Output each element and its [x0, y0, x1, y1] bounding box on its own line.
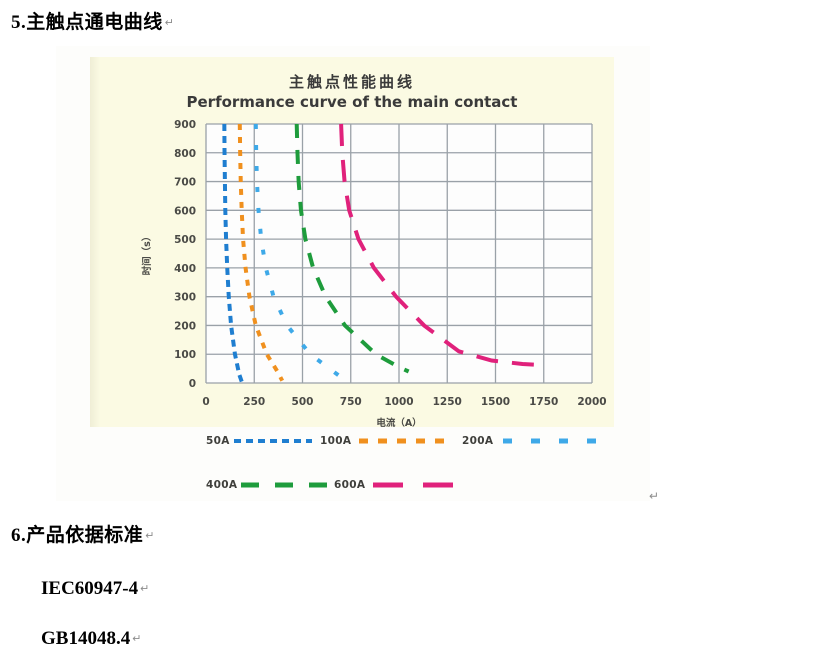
- legend-label-50a: 50A: [206, 435, 230, 447]
- y-tick-300: 300: [174, 292, 196, 304]
- x-tick-1000: 1000: [384, 396, 413, 408]
- legend-item-400a: 400A: [206, 474, 330, 496]
- performance-curve-plot: 0 100 200 300 400 500 600 700 800 900 0 250 500 750 1…: [141, 119, 607, 427]
- y-axis-title: 时间（s）: [141, 232, 153, 276]
- legend-row-top: 50A 100A 200A: [90, 430, 614, 452]
- section-5-number: 5.: [11, 12, 27, 33]
- section-5-heading: 5.主触点通电曲线 ↵: [11, 7, 174, 34]
- x-tick-1750: 1750: [529, 396, 558, 408]
- y-tick-100: 100: [174, 349, 196, 361]
- section-6-number: 6.: [11, 525, 27, 546]
- paragraph-mark: ↵: [132, 633, 142, 645]
- paragraph-mark: ↵: [140, 583, 150, 595]
- x-tick-250: 250: [243, 396, 265, 408]
- paragraph-mark: ↵: [164, 17, 175, 29]
- chart-card: 主触点性能曲线 Performance curve of the main co…: [90, 57, 614, 427]
- paragraph-mark: ↵: [145, 530, 155, 542]
- x-tick-1250: 1250: [433, 396, 462, 408]
- legend-swatch-50a: [233, 439, 312, 443]
- section-5-title: 主触点通电曲线: [26, 12, 163, 33]
- y-tick-800: 800: [174, 148, 196, 160]
- curve-400a: [294, 123, 410, 374]
- legend-swatch-400a: [241, 482, 330, 488]
- y-tick-700: 700: [174, 177, 196, 189]
- legend-swatch-100a: [359, 438, 454, 444]
- curve-600a: [339, 123, 546, 368]
- y-tick-900: 900: [174, 119, 196, 131]
- y-axis-tick-labels: 0 100 200 300 400 500 600 700 800 900: [174, 119, 196, 390]
- legend-item-600a: 600A: [334, 474, 470, 496]
- legend-label-100a: 100A: [320, 435, 352, 447]
- section-6-title: 产品依据标准: [26, 525, 144, 546]
- grid-lines: [205, 123, 593, 384]
- standard-iec: IEC60947-4 ↵: [41, 578, 149, 600]
- legend-label-400a: 400A: [206, 479, 238, 491]
- legend-swatch-200a: [503, 438, 602, 444]
- legend-label-600a: 600A: [334, 479, 366, 491]
- y-tick-500: 500: [174, 234, 196, 246]
- x-tick-500: 500: [292, 396, 314, 408]
- curve-series-group: [222, 123, 546, 383]
- x-tick-750: 750: [340, 396, 362, 408]
- y-tick-400: 400: [174, 263, 196, 275]
- chart-legend: 50A 100A 200A 400A: [90, 430, 614, 500]
- standard-gb-text: GB14048.4: [41, 628, 131, 649]
- y-tick-200: 200: [174, 320, 196, 332]
- legend-item-100a: 100A: [320, 430, 454, 452]
- y-tick-600: 600: [174, 205, 196, 217]
- legend-label-200a: 200A: [462, 435, 494, 447]
- performance-curve-figure: 主触点性能曲线 Performance curve of the main co…: [56, 46, 650, 501]
- plot-area: 0 100 200 300 400 500 600 700 800 900 0 250 500 750 1…: [90, 57, 614, 427]
- legend-item-50a: 50A: [206, 430, 312, 452]
- standard-iec-text: IEC60947-4: [41, 578, 139, 599]
- paragraph-mark-after-figure: ↵: [649, 489, 660, 503]
- x-tick-0: 0: [202, 396, 209, 408]
- x-axis-title: 电流（A）: [376, 417, 421, 427]
- section-6-heading: 6.产品依据标准 ↵: [11, 520, 155, 547]
- standard-gb: GB14048.4 ↵: [41, 628, 141, 650]
- x-tick-1500: 1500: [481, 396, 510, 408]
- legend-item-200a: 200A: [462, 430, 602, 452]
- legend-row-bottom: 400A 600A: [90, 474, 614, 496]
- legend-swatch-600a: [373, 482, 470, 488]
- x-axis-tick-labels: 0 250 500 750 1000 1250 1500 1750 2000: [202, 396, 606, 408]
- chart-title-english: Performance curve of the main contact: [186, 93, 518, 111]
- x-tick-2000: 2000: [577, 396, 606, 408]
- curve-100a: [237, 123, 285, 382]
- y-tick-0: 0: [189, 378, 196, 390]
- chart-title-chinese: 主触点性能曲线: [288, 73, 415, 91]
